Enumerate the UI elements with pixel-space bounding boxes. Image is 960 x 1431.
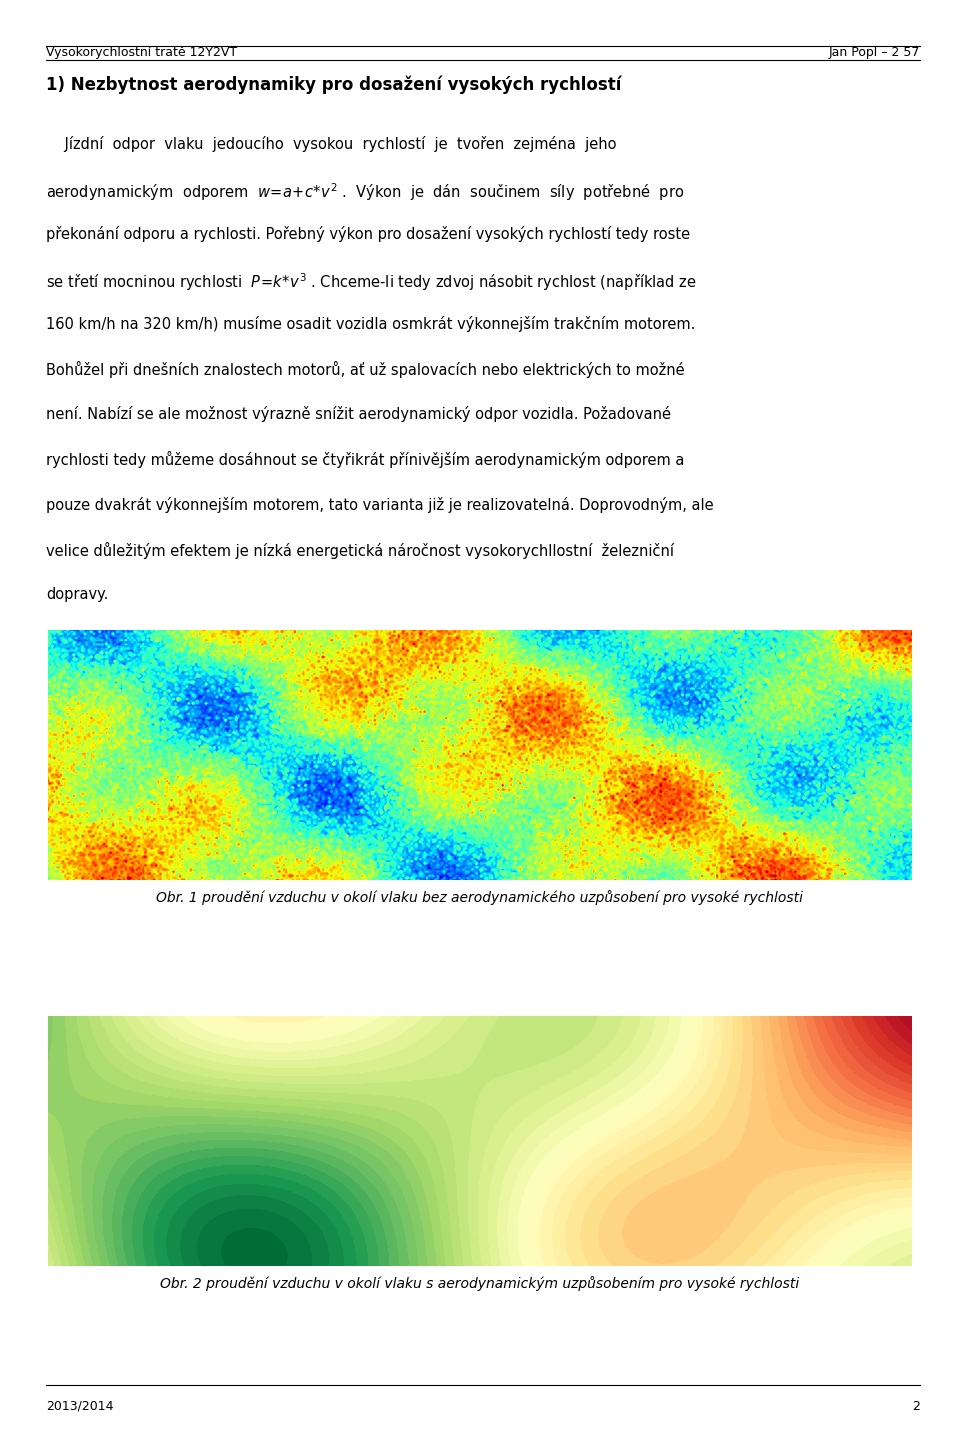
Text: dopravy.: dopravy. — [46, 587, 108, 601]
Text: 2: 2 — [912, 1400, 920, 1412]
Text: překonání odporu a rychlosti. Pořebný výkon pro dosažení vysokých rychlostí tedy: překonání odporu a rychlosti. Pořebný vý… — [46, 226, 690, 242]
Text: Jan Popl – 2 57: Jan Popl – 2 57 — [828, 46, 920, 59]
Text: není. Nabízí se ale možnost výrazně snížit aerodynamický odpor vozidla. Požadova: není. Nabízí se ale možnost výrazně sníž… — [46, 406, 671, 422]
Text: rychlosti tedy můžeme dosáhnout se čtyřikrát přínivějším aerodynamickým odporem : rychlosti tedy můžeme dosáhnout se čtyři… — [46, 452, 684, 468]
Text: Obr. 1 proudění vzduchu v okolí vlaku bez aerodynamického uzpůsobení pro vysoké : Obr. 1 proudění vzduchu v okolí vlaku be… — [156, 890, 804, 904]
Text: Vysokorychlostní tratě 12Y2VT: Vysokorychlostní tratě 12Y2VT — [46, 46, 237, 59]
Text: pouze dvakrát výkonnejším motorem, tato varianta již je realizovatelná. Doprovod: pouze dvakrát výkonnejším motorem, tato … — [46, 497, 713, 512]
Text: aerodynamickým  odporem  $w\!=\!a\!+\!c\!*\!v^{2}$ .  Výkon  je  dán  součinem  : aerodynamickým odporem $w\!=\!a\!+\!c\!*… — [46, 180, 684, 203]
Text: velice důležitým efektem je nízká energetická náročnost vysokorychllostní  želez: velice důležitým efektem je nízká energe… — [46, 541, 674, 558]
Text: se třetí mocninou rychlosti  $P\!=\!k\!*\!v^{3}$ . Chceme-li tedy zdvoj násobit : se třetí mocninou rychlosti $P\!=\!k\!*\… — [46, 272, 697, 293]
Text: 2013/2014: 2013/2014 — [46, 1400, 113, 1412]
Text: Obr. 2 proudění vzduchu v okolí vlaku s aerodynamickým uzpůsobením pro vysoké ry: Obr. 2 proudění vzduchu v okolí vlaku s … — [160, 1276, 800, 1291]
Text: Jízdní  odpor  vlaku  jedoucího  vysokou  rychlostí  je  tvořen  zejména  jeho: Jízdní odpor vlaku jedoucího vysokou ryc… — [46, 136, 616, 152]
Text: 1) Nezbytnost aerodynamiky pro dosažení vysokých rychlostí: 1) Nezbytnost aerodynamiky pro dosažení … — [46, 76, 621, 94]
Text: Bohůžel při dnešních znalostech motorů, ať už spalovacích nebo elektrických to m: Bohůžel při dnešních znalostech motorů, … — [46, 361, 684, 378]
Text: 160 km/h na 320 km/h) musíme osadit vozidla osmkrát výkonnejším trakčním motorem: 160 km/h na 320 km/h) musíme osadit vozi… — [46, 316, 695, 332]
